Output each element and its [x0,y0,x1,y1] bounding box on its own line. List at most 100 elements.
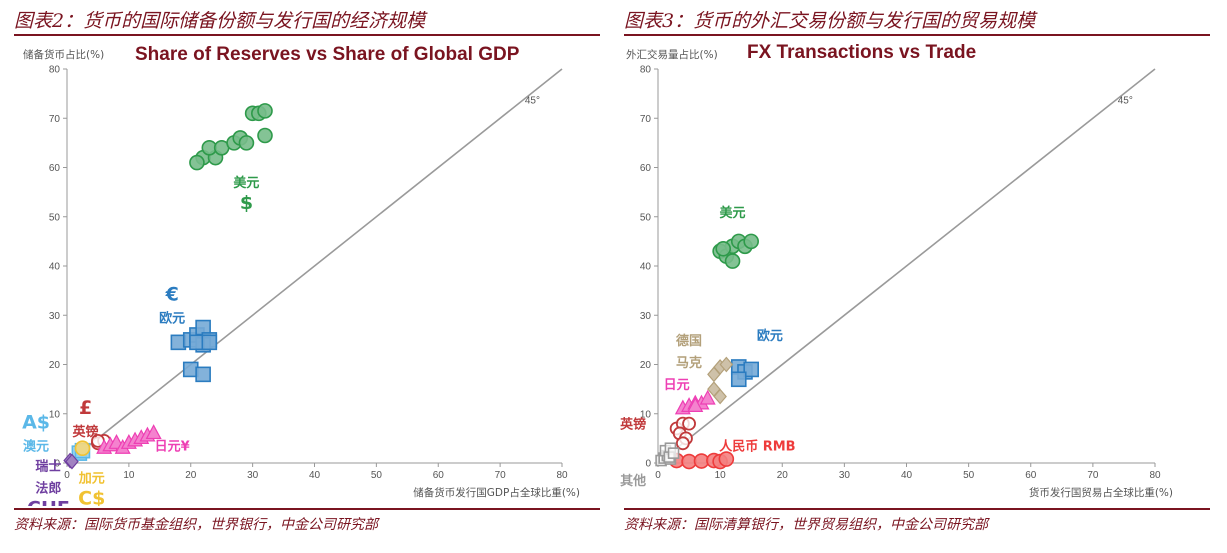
other-annotation: 其他 [620,473,646,489]
x-tick-label: 40 [309,470,321,481]
gbp-point [682,416,696,431]
top-rule-right [624,34,1210,36]
x-tick-label: 20 [777,470,789,481]
reference-line-label: 45° [525,95,540,106]
gbp-annotation: 英镑 [72,424,99,440]
usd-point [715,240,732,257]
cad-annotation: 加元 [78,472,105,487]
figure-title-right: 图表3：货币的外汇交易份额与发行国的贸易规模 [624,10,1036,32]
jpy-point [145,424,162,440]
x-tick-label: 50 [963,470,975,481]
y-tick-label: 0 [645,459,651,470]
y-tick-label: 60 [640,163,652,174]
y-tick-label: 10 [49,409,61,420]
y-tick-label: 70 [640,114,652,125]
figure-title-left: 图表2：货币的国际储备份额与发行国的经济规模 [14,10,426,32]
cny-point [718,451,735,467]
chart-title: Share of Reserves vs Share of Global GDP [135,44,520,65]
y-tick-label: 0 [54,459,60,470]
reference-line-45 [66,68,563,464]
dem-point [719,356,734,373]
dem-annotation: 马克 [676,355,702,371]
reserves-vs-gdp-chart: 0 10 20 30 40 50 60 70 80 0 10 20 30 40 50 60 70 80 45° Sha… [22,44,580,506]
left-panel: 图表2：货币的国际储备份额与发行国的经济规模 0 10 20 30 40 50 60 70 80… [0,0,600,553]
jpy-point [699,389,716,405]
other-point [667,447,680,459]
x-tick-label: 0 [655,470,661,481]
y-tick-label: 70 [49,114,61,125]
y-tick-label: 30 [49,311,61,322]
eur-point [195,366,211,383]
eur-point [201,334,218,351]
chf-annotation: CHF [27,497,70,506]
x-tick-label: 50 [371,470,383,481]
y-tick-label: 40 [640,262,652,273]
x-tick-label: 30 [839,470,851,481]
bottom-rule-left [14,508,600,510]
source-left: 资料来源：国际货币基金组织，世界银行，中金公司研究部 [14,517,378,533]
dem-point [713,388,727,405]
chf-annotation: 法郎 [35,480,61,496]
y-tick-label: 60 [49,163,61,174]
jpy-annotation: 日元¥ [155,440,190,455]
y-tick-label: 80 [49,65,61,76]
y-axis-label: 储备货币占比(%) [23,48,104,61]
usd-point [743,233,759,250]
reference-line-label: 45° [1118,95,1133,106]
usd-annotation: $ [240,192,253,214]
y-tick-label: 10 [640,409,652,420]
chf-point [65,453,79,470]
usd-point [724,253,741,269]
x-tick-label: 0 [64,470,70,481]
x-tick-label: 60 [1025,470,1037,481]
x-tick-label: 30 [247,470,259,481]
eur-annotation: € [165,283,179,305]
usd-point [257,103,273,119]
x-tick-label: 70 [1087,470,1099,481]
y-tick-label: 20 [640,360,652,371]
eur-annotation: 欧元 [757,328,783,344]
source-right: 资料来源：国际清算银行，世界贸易组织，中金公司研究部 [624,517,988,533]
y-tick-label: 80 [640,65,652,76]
y-axis-label: 外汇交易量占比(%) [626,48,718,61]
x-tick-label: 70 [495,470,507,481]
x-axis-label: 货币发行国贸易占全球比重(%) [1029,486,1173,499]
x-tick-label: 80 [1149,470,1161,481]
eur-point [730,371,747,388]
x-tick-label: 10 [715,470,727,481]
gbp-annotation: £ [79,397,92,419]
x-tick-label: 60 [433,470,445,481]
jpy-point [687,397,704,412]
eur-annotation: 欧元 [159,310,185,326]
x-tick-label: 10 [123,470,135,481]
x-tick-label: 20 [185,470,197,481]
gbp-point [675,436,690,451]
cny-annotation: 人民币 RMB [719,439,795,455]
y-tick-label: 40 [49,262,61,273]
cad-annotation: C$ [78,488,105,506]
y-tick-label: 30 [640,311,652,322]
top-rule-left [14,34,600,36]
chart-title: FX Transactions vs Trade [747,42,976,63]
x-axis-label: 储备货币发行国GDP占全球比重(%) [413,486,580,499]
usd-point [189,154,205,171]
jpy-annotation: 日元 [664,378,690,393]
fx-vs-trade-chart: 0 10 20 30 40 50 60 70 80 0 10 20 30 40 50 60 70 80 45° FX … [619,42,1173,499]
usd-annotation: 美元 [233,175,259,191]
y-tick-label: 20 [49,360,61,371]
usd-point [238,135,255,151]
right-panel: 图表3：货币的外汇交易份额与发行国的贸易规模 0 10 20 30 40 50 60 70 80… [610,0,1210,553]
usd-point [257,127,273,144]
eur-point [743,361,759,378]
usd-annotation: 美元 [720,205,746,221]
aud-annotation: 澳元 [23,439,49,455]
y-tick-label: 50 [640,212,652,223]
x-tick-label: 40 [901,470,913,481]
y-tick-label: 50 [49,212,61,223]
bottom-rule-right [624,508,1210,510]
chf-annotation: 瑞士 [35,458,61,474]
reference-line-45 [657,68,1156,464]
aud-annotation: A$ [22,412,50,434]
x-tick-label: 80 [556,470,568,481]
dem-annotation: 德国 [676,333,702,349]
